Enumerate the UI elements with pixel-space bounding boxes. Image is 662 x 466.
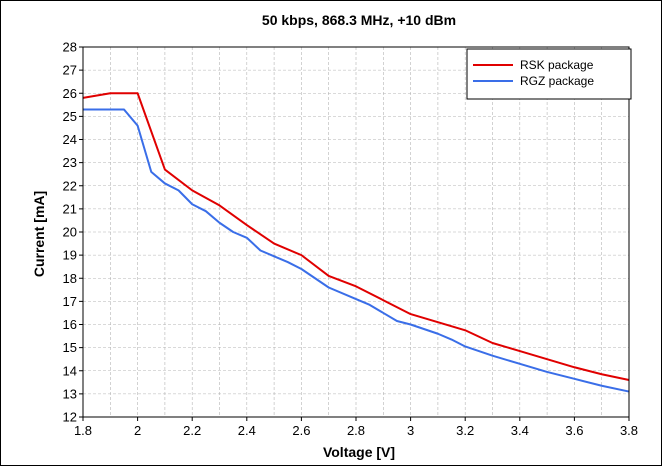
series-line-0	[82, 92, 630, 381]
y-tick-label: 15	[63, 340, 77, 355]
y-tick-label: 14	[63, 363, 77, 378]
y-tick-label: 21	[63, 201, 77, 216]
legend-label-rsk: RSK package	[520, 58, 594, 72]
x-tick-label: 2.2	[183, 423, 201, 438]
y-tick-label: 22	[63, 178, 77, 193]
x-tick-label: 2.6	[292, 423, 310, 438]
y-tick-label: 28	[63, 40, 77, 55]
x-tick-label: 2	[134, 423, 141, 438]
y-tick-label: 12	[63, 410, 77, 425]
series-group	[82, 92, 630, 393]
y-tick-label: 17	[63, 294, 77, 309]
series-line-1	[83, 108, 630, 393]
x-tick-label: 2.8	[347, 423, 365, 438]
x-tick-label: 3	[407, 423, 414, 438]
y-tick-label: 27	[63, 63, 77, 78]
y-tick-label: 26	[63, 86, 77, 101]
x-tick-label: 3.2	[456, 423, 474, 438]
legend-box	[466, 48, 632, 100]
y-tick-label: 23	[63, 155, 77, 170]
y-tick-label: 18	[63, 271, 77, 286]
x-axis-ticks: 1.8 2 2.2 2.4 2.6 2.8 3 3.2 3.4 3.6 3.8	[74, 417, 638, 438]
y-axis-label: Current [mA]	[31, 191, 47, 277]
x-tick-label: 3.6	[565, 423, 583, 438]
chart-title: 50 kbps, 868.3 MHz, +10 dBm	[262, 12, 456, 28]
y-tick-label: 19	[63, 248, 77, 263]
x-tick-label: 3.8	[620, 423, 638, 438]
x-tick-label: 1.8	[74, 423, 92, 438]
legend-label-rgz: RGZ package	[520, 74, 594, 88]
y-tick-label: 16	[63, 317, 77, 332]
y-tick-label: 13	[63, 386, 77, 401]
y-axis-ticks: 12 13 14 15 16 17 18 19 20 21 22 23 24 25 26 27 28	[63, 40, 83, 425]
x-axis-label: Voltage [V]	[323, 444, 395, 460]
legend: RSK package RGZ package	[466, 48, 632, 100]
x-tick-label: 3.4	[511, 423, 529, 438]
y-tick-label: 20	[63, 225, 77, 240]
y-tick-label: 25	[63, 109, 77, 124]
y-tick-label: 24	[63, 132, 77, 147]
x-tick-label: 2.4	[238, 423, 256, 438]
grid	[82, 46, 630, 418]
